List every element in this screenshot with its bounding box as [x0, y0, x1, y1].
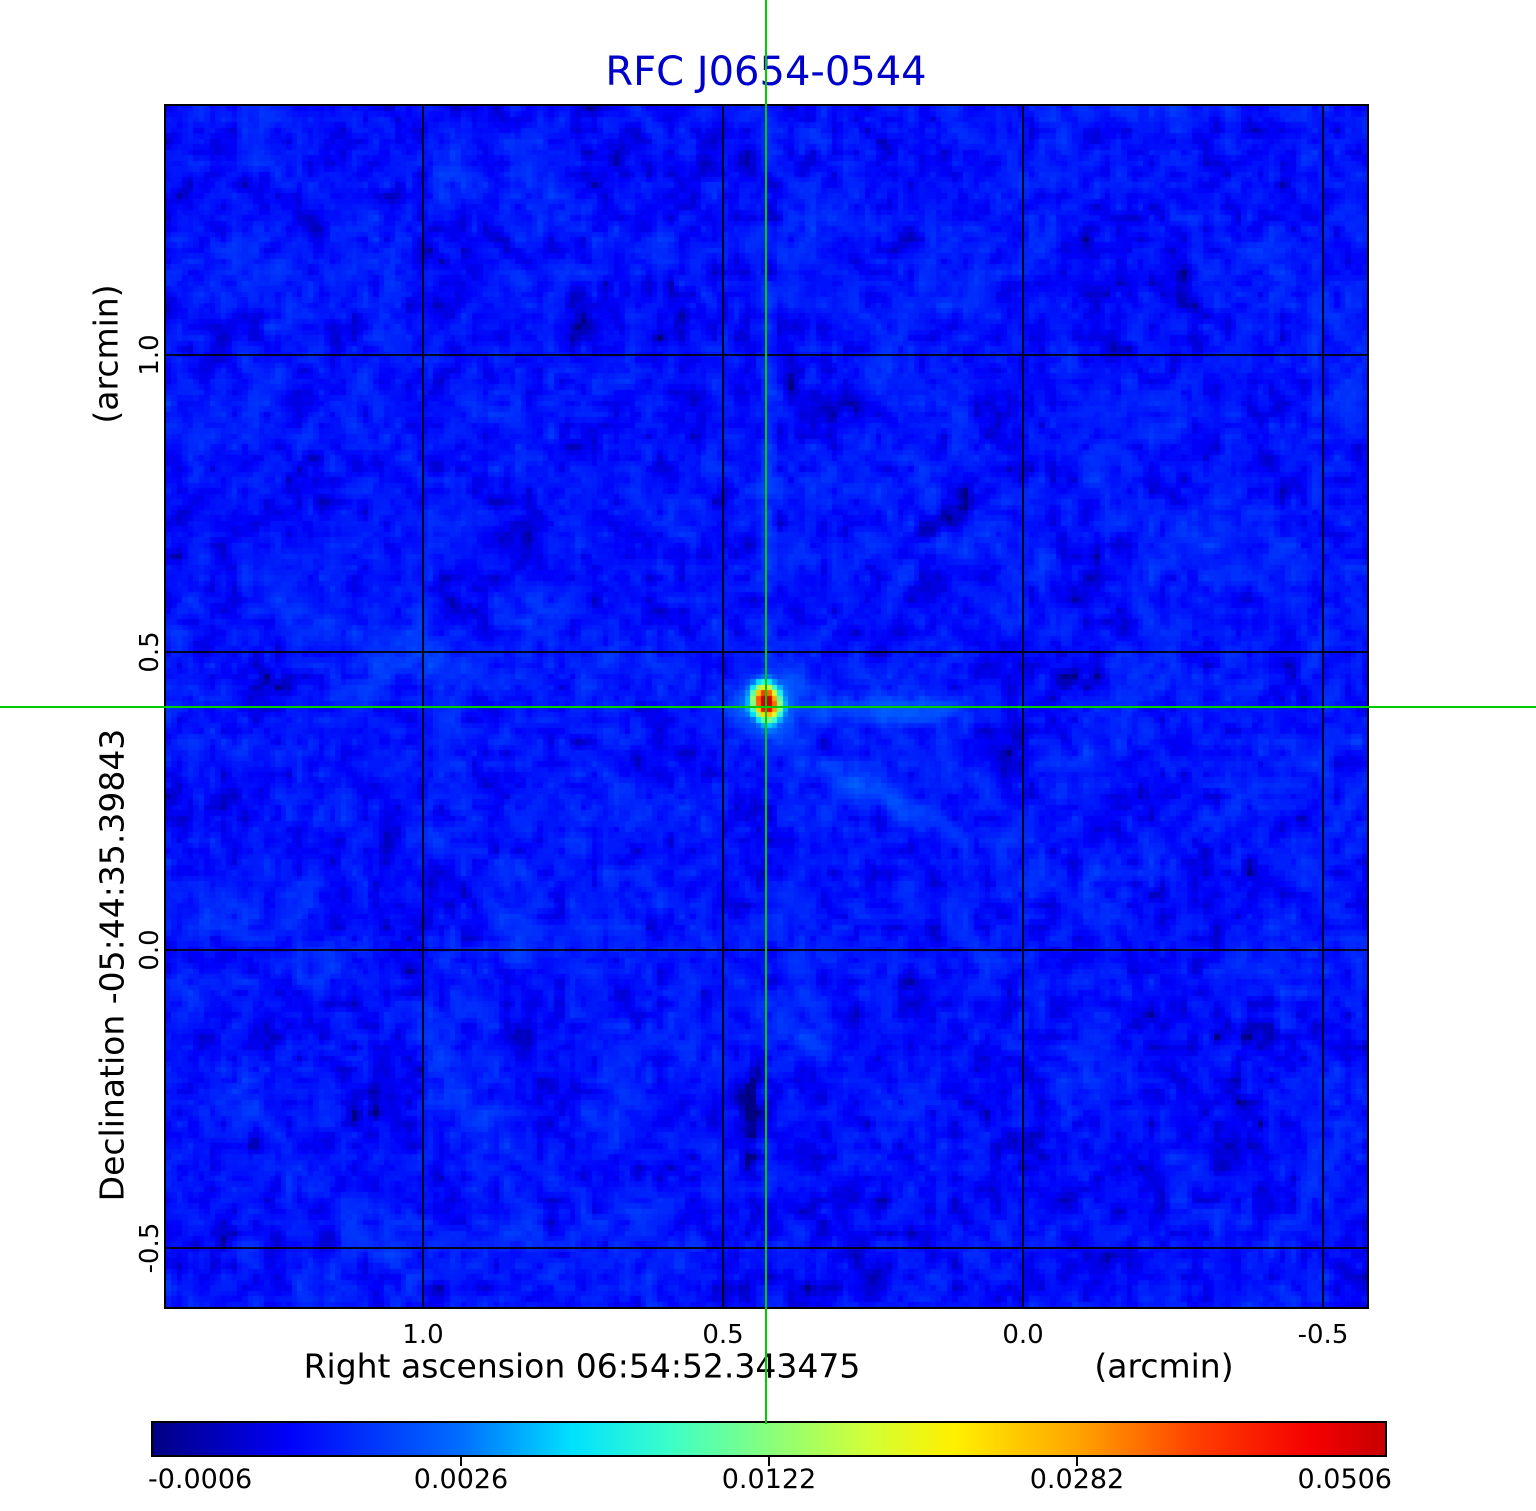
- x-tick--0.5: -0.5: [1297, 1320, 1349, 1350]
- x-axis-label: Right ascension 06:54:52.343475: [303, 1346, 861, 1386]
- colorbar-label-2: 0.0122: [721, 1464, 817, 1495]
- colorbar-label-4: 0.0506: [1297, 1464, 1392, 1495]
- y-tick-0.0: 0.0: [135, 929, 165, 971]
- colorbar-label-1: 0.0026: [413, 1464, 509, 1495]
- colorbar-tick-3: [1076, 1457, 1078, 1466]
- y-axis-unit-label: (arcmin): [86, 284, 126, 424]
- y-tick--0.5: -0.5: [135, 1222, 165, 1274]
- crosshair-horizontal-line: [0, 706, 1536, 708]
- x-tick-1.0: 1.0: [402, 1320, 444, 1350]
- crosshair-vertical-line: [765, 0, 767, 1424]
- y-tick-1.0: 1.0: [135, 334, 165, 376]
- colorbar-tick-1: [460, 1457, 462, 1466]
- y-axis-label: Declination -05:44:35.39843: [92, 728, 132, 1202]
- colorbar-label-3: 0.0282: [1029, 1464, 1125, 1495]
- x-tick-0.5: 0.5: [702, 1320, 744, 1350]
- colorbar-label-0: -0.0006: [148, 1464, 253, 1495]
- x-tick-0.0: 0.0: [1002, 1320, 1044, 1350]
- y-tick-0.5: 0.5: [135, 631, 165, 673]
- colorbar: [151, 1421, 1387, 1457]
- x-axis-unit-label: (arcmin): [1094, 1346, 1234, 1386]
- colorbar-tick-2: [768, 1457, 770, 1466]
